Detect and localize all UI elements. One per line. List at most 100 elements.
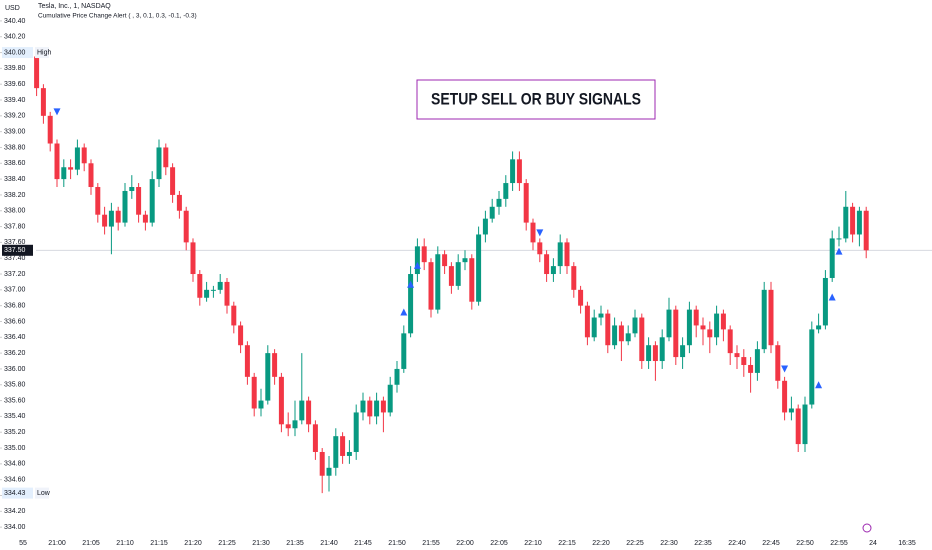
- y-tick-label: 335.20: [4, 429, 26, 436]
- y-tick-label: 338.60: [4, 160, 26, 167]
- candle-body: [299, 400, 305, 421]
- candle-body: [448, 266, 454, 286]
- candle-body: [748, 364, 754, 373]
- candle-body: [775, 345, 781, 381]
- candle-body: [224, 281, 230, 306]
- candle-body: [442, 254, 448, 267]
- candle-body: [863, 210, 869, 251]
- candle-body: [544, 254, 550, 275]
- x-tick-label: 21:45: [354, 540, 372, 547]
- candle-body: [843, 206, 849, 239]
- candle-body: [217, 281, 223, 290]
- candle-body: [285, 424, 291, 429]
- candle-body: [856, 210, 862, 235]
- candle-body: [244, 345, 250, 377]
- candle-body: [761, 289, 767, 350]
- candle-body: [816, 325, 822, 330]
- y-tick-label: 336.00: [4, 366, 26, 373]
- x-tick-label: 22:10: [524, 540, 542, 547]
- candle-body: [136, 187, 142, 215]
- candle-body: [306, 400, 312, 425]
- buy-signal: [400, 308, 408, 316]
- settings-icon[interactable]: [862, 523, 872, 533]
- candle-body: [401, 333, 407, 369]
- candle-body: [197, 274, 203, 298]
- candle-body: [394, 368, 400, 385]
- y-tick-label: 339.80: [4, 65, 26, 72]
- last_price-bg: [2, 244, 33, 256]
- candle-body: [523, 183, 529, 223]
- candle-body: [170, 167, 176, 195]
- y-tick-label: 335.00: [4, 445, 26, 452]
- x-tick-label: 22:15: [558, 540, 576, 547]
- candle-body: [81, 147, 87, 164]
- sell-signal: [536, 229, 544, 237]
- y-tick-label: 337.60: [4, 239, 26, 246]
- y-tick-label: 335.60: [4, 397, 26, 404]
- candle-body: [584, 305, 590, 338]
- candle-body: [163, 147, 169, 168]
- high_marker-tag: High: [37, 49, 52, 56]
- candle-body: [61, 167, 67, 180]
- candle-body: [550, 266, 556, 275]
- y-tick-label: 336.60: [4, 318, 26, 325]
- y-tick-label: 336.80: [4, 303, 26, 310]
- x-tick-label: 21:25: [218, 540, 236, 547]
- candle-body: [489, 206, 495, 219]
- y-tick-label: 337.40: [4, 255, 26, 262]
- low_marker-tag-bg: [35, 487, 49, 499]
- candle-body: [340, 436, 346, 456]
- low_marker-label: 334.43: [4, 490, 26, 497]
- y-tick-label: 335.80: [4, 382, 26, 389]
- plot-area: 334.00334.20334.40334.60334.80335.00335.…: [0, 18, 932, 547]
- candle-body: [782, 380, 788, 413]
- candle-body: [822, 277, 828, 326]
- buy-signal: [815, 381, 823, 389]
- candle-body: [625, 333, 631, 342]
- candle-body: [251, 376, 257, 409]
- y-tick-label: 337.00: [4, 287, 26, 294]
- candle-body: [265, 353, 271, 401]
- candle-body: [326, 467, 332, 476]
- candle-body: [414, 246, 420, 275]
- candle-body: [537, 242, 543, 255]
- x-tick-label: 22:00: [456, 540, 474, 547]
- candle-body: [693, 309, 699, 326]
- candle-body: [530, 222, 536, 243]
- buy-signal: [828, 293, 836, 301]
- x-tick-label: 21:35: [286, 540, 304, 547]
- candle-body: [612, 325, 618, 346]
- candle-body: [754, 349, 760, 373]
- candle-body: [176, 194, 182, 211]
- candle-body: [829, 238, 835, 278]
- candle-body: [666, 309, 672, 338]
- candle-body: [591, 317, 597, 338]
- y-tick-label: 336.20: [4, 350, 26, 357]
- y-tick-label: 334.60: [4, 477, 26, 484]
- candle-body: [40, 88, 46, 116]
- y-tick-label: 337.80: [4, 223, 26, 230]
- high_marker-tag-bg: [35, 47, 49, 59]
- y-tick-label: 334.00: [4, 524, 26, 531]
- candle-body: [231, 305, 237, 326]
- candle-body: [408, 274, 414, 334]
- candle-body: [659, 337, 665, 362]
- sell-signal: [53, 108, 61, 116]
- candle-body: [516, 159, 522, 184]
- chart-title: Tesla, Inc., 1, NASDAQ: [38, 3, 111, 10]
- y-tick-label: 338.20: [4, 192, 26, 199]
- candle-body: [319, 451, 325, 476]
- candle-body: [95, 187, 101, 215]
- x-tick-label: 22:05: [490, 540, 508, 547]
- x-tick-label: 21:40: [320, 540, 338, 547]
- candle-body: [476, 234, 482, 302]
- candle-body: [183, 210, 189, 243]
- candle-body: [278, 376, 284, 425]
- candle-body: [210, 289, 216, 291]
- candle-body: [510, 159, 516, 184]
- high_marker-bg: [2, 47, 33, 59]
- candle-body: [142, 214, 148, 223]
- high_marker-label: 340.00: [4, 49, 26, 56]
- candle-body: [374, 400, 380, 417]
